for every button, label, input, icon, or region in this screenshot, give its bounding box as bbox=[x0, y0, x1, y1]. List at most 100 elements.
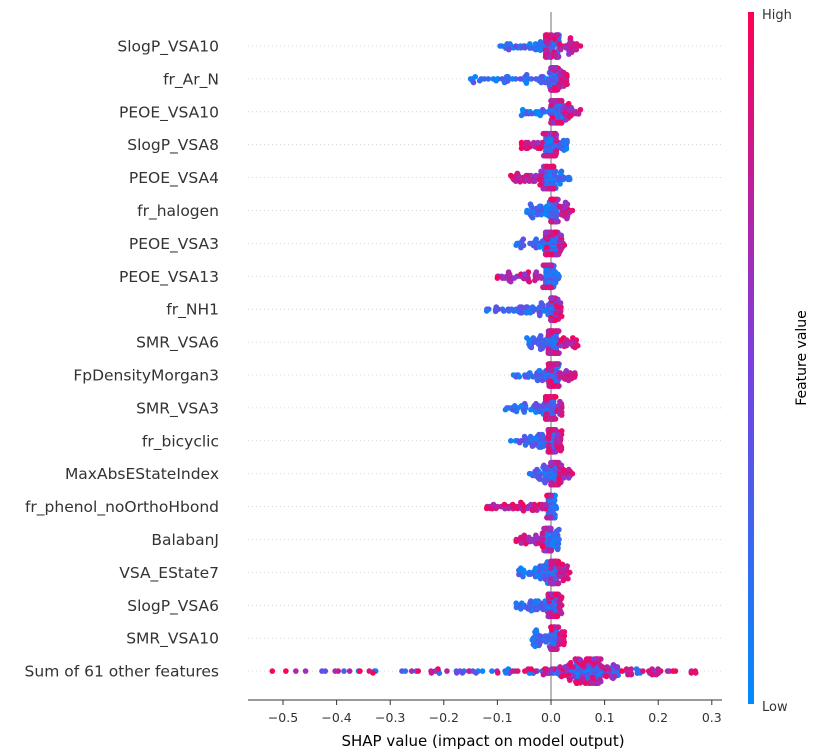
shap-point bbox=[501, 79, 508, 86]
x-tick-label: −0.1 bbox=[482, 710, 512, 725]
shap-point bbox=[568, 659, 574, 666]
shap-point bbox=[535, 139, 541, 146]
shap-point bbox=[523, 310, 530, 316]
shap-point bbox=[564, 137, 570, 144]
shap-point bbox=[532, 41, 539, 47]
shap-point bbox=[546, 54, 552, 60]
shap-point bbox=[557, 374, 563, 380]
shap-point bbox=[490, 501, 497, 508]
shap-point bbox=[564, 81, 570, 88]
shap-point bbox=[543, 639, 550, 645]
shap-point bbox=[548, 646, 555, 652]
shap-point bbox=[655, 666, 661, 672]
shap-point bbox=[518, 139, 525, 146]
shap-point bbox=[546, 350, 552, 356]
shap-point bbox=[366, 668, 373, 674]
shap-point bbox=[519, 310, 525, 316]
shap-point bbox=[548, 317, 554, 324]
shap-point bbox=[561, 242, 568, 248]
shap-point bbox=[603, 673, 610, 680]
shap-point bbox=[567, 35, 574, 41]
shap-point bbox=[533, 534, 540, 541]
shap-point bbox=[610, 675, 616, 682]
shap-point bbox=[524, 209, 530, 216]
shap-point bbox=[528, 406, 534, 413]
shap-point bbox=[537, 333, 544, 339]
shap-point bbox=[543, 229, 549, 236]
shap-point bbox=[525, 172, 531, 179]
shap-point bbox=[552, 152, 558, 159]
shap-point bbox=[561, 629, 568, 635]
shap-point bbox=[511, 403, 518, 409]
shap-point bbox=[562, 664, 569, 670]
shap-point bbox=[532, 643, 538, 650]
shap-point bbox=[502, 275, 508, 281]
shap-point bbox=[467, 76, 474, 82]
shap-point bbox=[544, 32, 551, 38]
shap-point bbox=[543, 666, 550, 672]
shap-point bbox=[549, 98, 556, 104]
shap-point bbox=[539, 106, 546, 113]
shap-point bbox=[536, 444, 543, 450]
shap-point bbox=[527, 240, 533, 247]
shap-point bbox=[565, 575, 571, 582]
shap-point bbox=[538, 79, 545, 86]
shap-point bbox=[558, 211, 565, 218]
shap-point bbox=[341, 668, 347, 674]
shap-point bbox=[540, 284, 546, 291]
shap-point bbox=[552, 591, 559, 598]
shap-point bbox=[525, 76, 532, 82]
shap-point bbox=[555, 328, 562, 334]
shap-point bbox=[589, 680, 596, 686]
shap-point bbox=[560, 641, 567, 648]
shap-point bbox=[533, 172, 539, 179]
feature-label: PEOE_VSA3 bbox=[129, 235, 219, 254]
shap-point bbox=[444, 668, 450, 674]
shap-point bbox=[565, 466, 572, 473]
shap-point bbox=[527, 433, 534, 440]
shap-point bbox=[513, 43, 519, 49]
shap-point bbox=[533, 627, 540, 633]
shap-point bbox=[548, 666, 555, 672]
shap-point bbox=[563, 342, 570, 349]
colorbar-low-label: Low bbox=[762, 700, 788, 715]
shap-point bbox=[550, 383, 557, 389]
shap-point bbox=[649, 671, 656, 678]
shap-points bbox=[269, 32, 699, 686]
shap-point bbox=[497, 43, 503, 49]
shap-point bbox=[332, 668, 338, 674]
shap-point bbox=[536, 368, 543, 374]
shap-point bbox=[566, 51, 572, 57]
shap-point bbox=[556, 565, 562, 571]
shap-point bbox=[537, 472, 543, 479]
shap-point bbox=[559, 561, 566, 568]
shap-point bbox=[526, 278, 533, 285]
feature-label: SlogP_VSA10 bbox=[117, 38, 219, 57]
shap-point bbox=[415, 668, 422, 674]
shap-point bbox=[541, 308, 548, 314]
shap-point bbox=[516, 567, 522, 574]
feature-label: VSA_EState7 bbox=[119, 564, 219, 583]
shap-point bbox=[546, 284, 552, 291]
shap-point bbox=[554, 459, 561, 466]
shap-point bbox=[501, 501, 508, 508]
shap-point bbox=[509, 501, 516, 508]
shap-point bbox=[514, 505, 520, 512]
shap-point bbox=[506, 308, 512, 314]
shap-point bbox=[569, 207, 576, 214]
shap-point bbox=[518, 145, 525, 152]
shap-point bbox=[551, 130, 557, 137]
shap-point bbox=[552, 65, 558, 71]
shap-point bbox=[566, 569, 573, 576]
shap-point bbox=[540, 443, 547, 450]
shap-point bbox=[557, 248, 563, 255]
shap-point bbox=[483, 505, 490, 512]
shap-point bbox=[563, 146, 570, 152]
shap-point bbox=[509, 76, 516, 82]
shap-point bbox=[560, 69, 567, 76]
shap-point bbox=[533, 668, 539, 674]
shap-point bbox=[557, 479, 563, 486]
shap-point bbox=[509, 668, 516, 674]
shap-point bbox=[529, 637, 536, 643]
shap-point bbox=[553, 558, 560, 565]
